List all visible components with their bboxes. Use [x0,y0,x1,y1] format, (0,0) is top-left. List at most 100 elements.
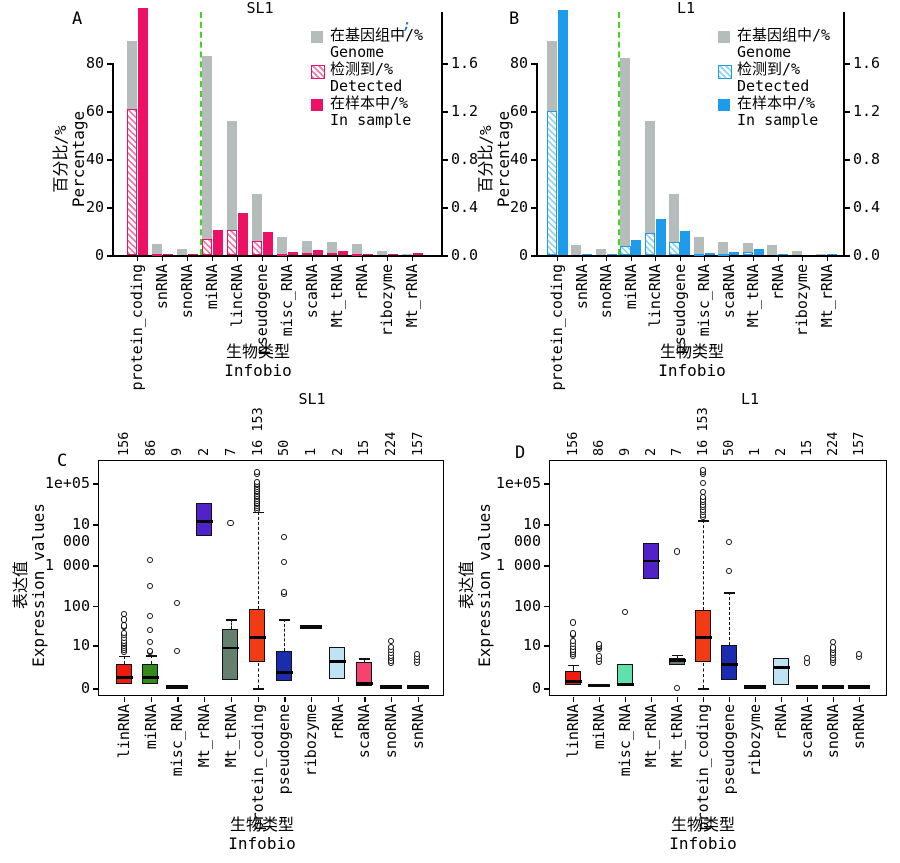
box [195,502,212,537]
x-tick [630,256,632,261]
x-category-label: Mt_tRNA [221,704,240,768]
x-tick [802,256,804,261]
x-category-label: protein_coding [548,264,566,391]
y-tick-label-right: 0.0 [853,246,881,264]
x-category-label: ribozyme [793,264,811,337]
whisker-high [150,654,152,664]
box [772,657,789,685]
y-tick-label-right: 1.2 [853,102,881,120]
y-tick-left [107,207,112,209]
bar-detected [201,239,212,255]
count-label: 9 [169,447,186,456]
x-category-label: snoRNA [382,704,400,759]
median-line [642,559,660,563]
y-tick-label-left: 20 [85,198,104,216]
whisker-cap-low [252,688,264,690]
x-tick [262,256,264,261]
x-category-label: miRNA [621,264,640,310]
panel-d-xlabel-cn: 生物类型 [670,815,735,834]
y-tick-label: 100 [62,596,90,615]
count-label: 2 [643,447,659,456]
y-tick-right [443,111,448,113]
y-axis-right-spine [441,12,443,257]
x-category-label: misc_RNA [278,264,296,337]
y-tick-right [845,159,850,161]
outlier-dot [147,612,154,620]
y-tick [92,564,98,567]
count-label: 1 [747,447,763,456]
outlier-dot [227,519,234,526]
bar-genome [644,120,655,255]
divider-dashed-line [199,12,202,255]
whisker-low [703,663,704,688]
y-tick-label: 1 000 [495,555,541,574]
x-category-label: rRNA [772,704,790,741]
y-tick [92,482,98,485]
bar-insample [387,254,398,255]
count-label: 16 153 [695,407,711,456]
x-category-label: misc_RNA [168,704,187,777]
x-category-label: protein_coding [694,704,712,831]
outlier-dot [595,652,602,659]
x-category-label: miRNA [203,264,221,310]
x-tick [177,697,179,702]
whisker-cap-high [359,658,371,660]
outlier-dot [673,684,680,691]
outlier-dot [147,638,154,646]
x-category-label: scaRNA [303,264,321,319]
y-tick-label-right: 0.4 [451,198,479,216]
count-label: 7 [222,447,239,456]
whisker-cap-high [724,591,735,594]
y-tick-label: 10 000 [513,514,541,550]
x-tick [557,256,559,261]
bar-detected [351,254,362,257]
median-line [142,676,160,679]
bar-insample [582,254,593,255]
panel-b-xlabel-en: Infobio [658,361,726,380]
x-tick [807,697,809,702]
outlier-dot [699,488,706,495]
x-category-label: scaRNA [798,704,816,759]
flat-box [299,625,322,629]
outlier-dot [120,616,127,623]
outlier-dot [725,567,732,575]
whisker-high [124,655,125,665]
outlier-dot [569,619,576,626]
outlier-dot [414,650,421,658]
x-category-label: Mt_tRNA [328,264,346,328]
count-label: 16 153 [249,407,266,456]
x-tick [599,697,601,702]
x-category-label: linRNA [564,704,582,759]
flat-box [380,685,402,689]
x-tick [412,256,414,261]
y-tick-label: 100 [513,596,541,615]
panel-b-title: L1 [676,0,696,17]
outlier-dot [699,466,706,473]
flat-box [822,685,844,689]
box [564,670,581,686]
x-tick [606,256,608,261]
bar-insample [412,252,423,255]
panel-a-title: SL1 [246,0,274,17]
x-category-label: lincRNA [646,264,664,328]
bar-insample [704,252,715,255]
x-category-label: rRNA [328,704,347,741]
panel-c-title: SL1 [298,390,326,408]
x-category-label: linRNA [115,704,133,759]
x-tick [187,256,189,261]
bar-genome [276,236,287,255]
y-tick [92,523,98,526]
box [249,609,265,663]
outlier-dot [280,588,287,596]
bar-insample [312,249,323,255]
median-line [694,636,712,639]
legend-label-cn: 在基因组中/% [737,26,831,44]
x-axis-line [536,255,843,257]
panel-c-xlabel-cn: 生物类型 [229,815,294,834]
count-label: 7 [669,447,685,456]
y-tick-label: 0 [531,679,541,697]
median-line [115,676,133,679]
bar-insample [162,254,173,255]
x-tick [310,697,313,702]
panel-b-xlabel-cn: 生物类型 [659,342,724,361]
